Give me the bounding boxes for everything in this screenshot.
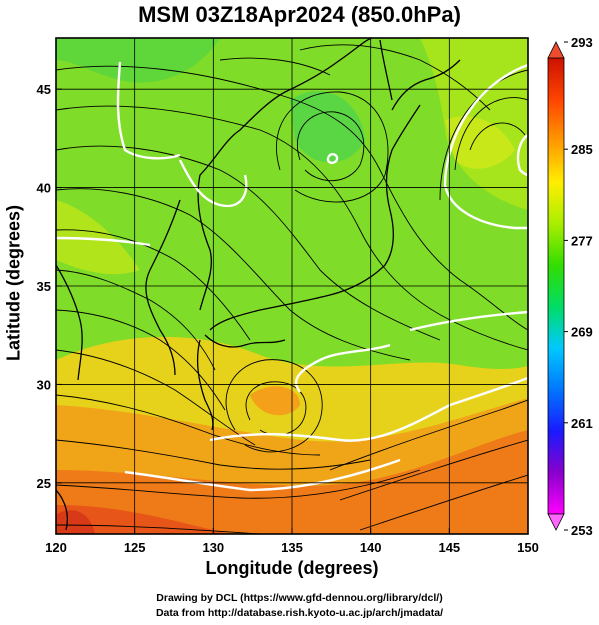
x-axis-label: Longitude (degrees) bbox=[205, 558, 379, 578]
y-tick-label: 45 bbox=[37, 82, 51, 97]
colorbar-tick-label: 285 bbox=[571, 142, 593, 157]
chart-title: MSM 03Z18Apr2024 (850.0hPa) bbox=[138, 2, 461, 27]
colorbar: 253 261 269 277 285 293 bbox=[547, 35, 593, 538]
colorbar-tick-label: 293 bbox=[571, 35, 593, 50]
colorbar-gradient bbox=[547, 57, 565, 515]
colorbar-tick-label: 261 bbox=[571, 416, 593, 431]
y-tick-label: 35 bbox=[37, 279, 51, 294]
x-tick-label: 130 bbox=[202, 540, 224, 555]
x-tick-label: 145 bbox=[438, 540, 460, 555]
y-axis-label: Latitude (degrees) bbox=[3, 204, 24, 362]
y-axis: 25 30 35 40 45 bbox=[37, 82, 62, 491]
coastlines bbox=[56, 38, 461, 531]
y-tick-label: 25 bbox=[37, 476, 51, 491]
colorbar-tick-label: 269 bbox=[571, 325, 593, 340]
colorbar-max-arrow bbox=[547, 41, 565, 59]
grid-lines bbox=[56, 38, 528, 534]
x-tick-label: 135 bbox=[281, 540, 303, 555]
x-axis: 120 125 130 135 140 145 150 bbox=[45, 528, 539, 555]
footer-credit-line2: Data from http://database.rish.kyoto-u.a… bbox=[155, 607, 444, 619]
colorbar-tick-label: 277 bbox=[571, 233, 593, 248]
x-tick-label: 125 bbox=[124, 540, 146, 555]
wind-streamlines bbox=[56, 44, 528, 534]
footer-credit-line1: Drawing by DCL (https://www.gfd-dennou.o… bbox=[156, 592, 443, 604]
x-tick-label: 140 bbox=[360, 540, 382, 555]
y-tick-label: 30 bbox=[37, 377, 51, 392]
x-tick-label: 150 bbox=[517, 540, 539, 555]
x-tick-label: 120 bbox=[45, 540, 67, 555]
y-tick-label: 40 bbox=[37, 181, 51, 196]
colorbar-tick-label: 253 bbox=[571, 523, 593, 538]
colorbar-min-arrow bbox=[547, 513, 565, 531]
